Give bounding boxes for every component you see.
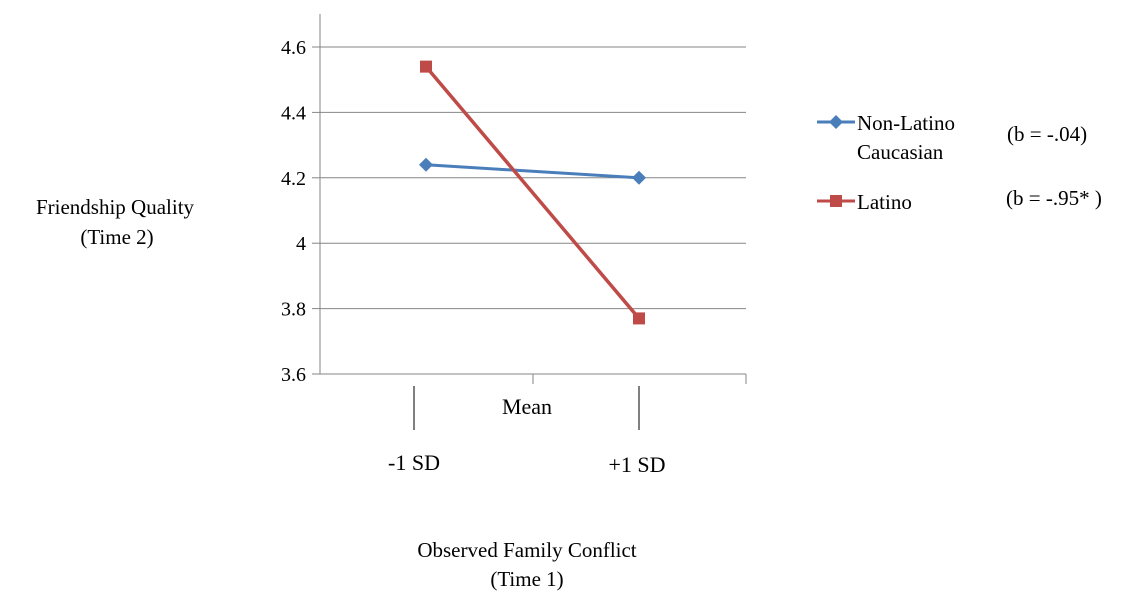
y-axis-title-line1: Friendship Quality bbox=[36, 195, 195, 219]
y-tick-label-2: 4 bbox=[296, 233, 306, 255]
y-tick-label-0: 3.6 bbox=[281, 364, 306, 386]
data-point-0-0 bbox=[419, 157, 433, 172]
series-line-latino bbox=[424, 65, 641, 320]
legend-label-0-1: Caucasian bbox=[857, 140, 944, 164]
gridlines bbox=[320, 46, 746, 310]
y-tick-labels: 3.6 3.8 4 4.2 4.4 4.6 bbox=[281, 37, 320, 386]
x-category-labels: -1 SD Mean +1 SD bbox=[388, 374, 747, 477]
x-axis-title-line2: (Time 1) bbox=[490, 567, 563, 591]
y-tick-label-1: 3.8 bbox=[281, 299, 306, 321]
x-category-minus-1sd: -1 SD bbox=[388, 450, 440, 475]
y-tick-label-3: 4.2 bbox=[281, 168, 306, 190]
y-tick-label-4: 4.4 bbox=[281, 102, 306, 124]
x-axis-title-line1: Observed Family Conflict bbox=[417, 538, 636, 562]
series-group bbox=[419, 60, 646, 325]
series-note-0: (b = -.04) bbox=[1007, 122, 1087, 146]
legend-marker-1 bbox=[830, 195, 842, 207]
data-point-1-1 bbox=[633, 312, 645, 325]
x-category-plus-1sd: +1 SD bbox=[608, 452, 665, 477]
y-axis-title-line2: (Time 2) bbox=[80, 225, 153, 249]
x-category-mean: Mean bbox=[502, 394, 552, 419]
legend-label-0-0: Non-Latino bbox=[857, 111, 955, 135]
series-line-non-latino bbox=[425, 163, 640, 180]
y-tick-label-5: 4.6 bbox=[281, 37, 306, 59]
legend-marker-0 bbox=[829, 115, 843, 129]
data-point-1-0 bbox=[420, 60, 432, 73]
data-point-0-1 bbox=[632, 170, 646, 185]
series-note-1: (b = -.95* ) bbox=[1006, 186, 1102, 210]
legend: Non-Latino Caucasian (b = -.04) Latino (b = … bbox=[817, 111, 1102, 214]
legend-label-1-0: Latino bbox=[857, 190, 912, 214]
